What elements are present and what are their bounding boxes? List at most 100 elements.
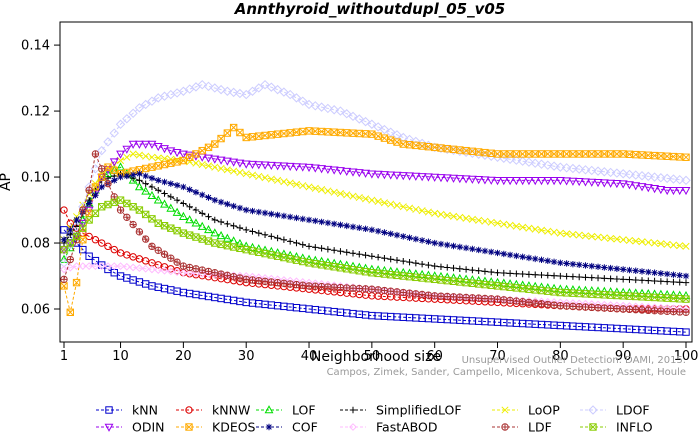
y-tick-label: 0.14 xyxy=(21,39,50,54)
point-loop xyxy=(311,184,319,192)
point-cof xyxy=(431,239,438,247)
point-kdeos xyxy=(141,164,150,173)
point-odin xyxy=(134,140,144,149)
point-cof xyxy=(676,272,683,279)
legend-item-loop: LoOP xyxy=(492,403,560,418)
point-cof xyxy=(475,246,482,254)
point-simplifiedlof xyxy=(400,257,407,265)
point-ldof xyxy=(291,93,302,103)
point-ldf xyxy=(663,308,671,315)
point-knnw xyxy=(91,236,100,244)
legend-marker-cof xyxy=(265,423,273,431)
point-inflo xyxy=(343,265,351,273)
point-kdeos xyxy=(676,153,684,161)
point-inflo xyxy=(116,196,125,204)
point-ldf xyxy=(368,286,376,293)
point-cof xyxy=(444,241,451,249)
point-ldf xyxy=(412,290,420,298)
point-kdeos xyxy=(456,146,464,154)
point-odin xyxy=(549,177,559,186)
point-odin xyxy=(153,142,163,152)
legend-label-kdeos: KDEOS xyxy=(212,420,256,434)
point-simplifiedlof xyxy=(651,277,658,285)
point-odin xyxy=(625,181,634,190)
point-loop xyxy=(632,237,640,245)
legend-item-odin: ODIN xyxy=(96,420,165,434)
point-fastabod xyxy=(97,262,106,271)
point-ldof xyxy=(272,84,283,95)
point-odin xyxy=(78,219,88,229)
legend-marker-simplifiedlof xyxy=(349,406,357,414)
point-ldof xyxy=(593,166,603,176)
point-cof xyxy=(532,255,539,263)
point-odin xyxy=(436,174,446,183)
point-simplifiedlof xyxy=(657,278,665,285)
point-odin xyxy=(675,186,685,196)
point-inflo xyxy=(512,284,520,292)
point-loop xyxy=(267,175,275,183)
point-loop xyxy=(418,207,426,215)
point-ldof xyxy=(210,83,220,93)
point-loop xyxy=(343,191,351,199)
point-loop xyxy=(418,207,426,215)
point-inflo xyxy=(475,280,483,288)
point-cof xyxy=(544,257,551,265)
point-simplifiedlof xyxy=(180,200,187,207)
point-loop xyxy=(274,176,282,184)
point-kdeos xyxy=(563,150,571,158)
point-kdeos xyxy=(512,150,520,158)
point-simplifiedlof xyxy=(280,236,288,243)
point-ldof xyxy=(241,89,251,100)
point-knn xyxy=(85,252,93,260)
point-odin xyxy=(505,177,515,186)
point-ldf xyxy=(60,275,68,284)
point-knn xyxy=(682,328,690,336)
point-inflo xyxy=(135,206,143,214)
point-ldf xyxy=(60,276,68,283)
point-ldf xyxy=(312,283,319,290)
point-cof xyxy=(261,209,269,217)
point-loop xyxy=(588,232,596,240)
point-kdeos xyxy=(638,151,646,159)
point-cof xyxy=(488,248,495,256)
point-loop xyxy=(217,164,225,173)
point-inflo xyxy=(525,285,533,293)
point-loop xyxy=(449,212,458,220)
point-loop xyxy=(173,156,181,164)
point-ldof xyxy=(203,81,214,92)
point-loop xyxy=(424,208,432,216)
x-axis: 1 10 20 30 40 50 60 70 80 90 100 xyxy=(60,342,698,364)
point-odin xyxy=(361,169,371,178)
point-ldf xyxy=(104,180,112,187)
point-ldf xyxy=(462,294,470,301)
point-ldf xyxy=(336,283,345,292)
point-ldf xyxy=(657,307,665,315)
point-kdeos xyxy=(343,129,351,137)
point-odin xyxy=(304,163,314,172)
point-odin xyxy=(650,185,660,194)
point-loop xyxy=(142,152,150,160)
point-cof xyxy=(161,178,168,186)
point-kdeos xyxy=(380,134,389,142)
point-ldf xyxy=(582,303,589,311)
point-lof xyxy=(197,221,207,230)
point-knn xyxy=(116,272,125,280)
point-kdeos xyxy=(167,159,175,167)
point-loop xyxy=(676,242,684,250)
point-loop xyxy=(443,211,451,219)
point-simplifiedlof xyxy=(563,273,570,280)
point-inflo xyxy=(519,285,527,293)
point-cof xyxy=(513,252,520,260)
point-cof xyxy=(519,253,526,261)
point-loop xyxy=(324,187,332,195)
x-tick-label: 90 xyxy=(615,349,632,364)
point-odin xyxy=(273,162,283,171)
legend-item-ldof: LDOF xyxy=(580,403,650,418)
point-ldof xyxy=(247,86,258,96)
point-cof xyxy=(236,204,244,212)
point-ldf xyxy=(155,247,162,254)
point-ldof xyxy=(65,239,75,250)
point-lof xyxy=(499,278,509,287)
point-lof xyxy=(467,275,477,284)
point-cof xyxy=(538,256,545,264)
